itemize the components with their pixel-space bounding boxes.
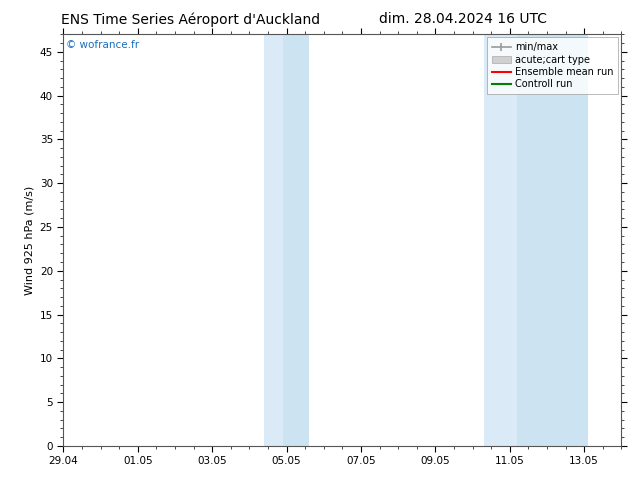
Text: © wofrance.fr: © wofrance.fr xyxy=(66,41,139,50)
Text: dim. 28.04.2024 16 UTC: dim. 28.04.2024 16 UTC xyxy=(379,12,547,26)
Legend: min/max, acute;cart type, Ensemble mean run, Controll run: min/max, acute;cart type, Ensemble mean … xyxy=(487,37,618,94)
Y-axis label: Wind 925 hPa (m/s): Wind 925 hPa (m/s) xyxy=(24,186,34,294)
Bar xyxy=(283,34,309,446)
Bar xyxy=(484,34,500,446)
Bar xyxy=(500,34,517,446)
Bar xyxy=(264,34,283,446)
Bar xyxy=(534,34,588,446)
Text: ENS Time Series Aéroport d'Auckland: ENS Time Series Aéroport d'Auckland xyxy=(61,12,320,27)
Bar xyxy=(517,34,534,446)
